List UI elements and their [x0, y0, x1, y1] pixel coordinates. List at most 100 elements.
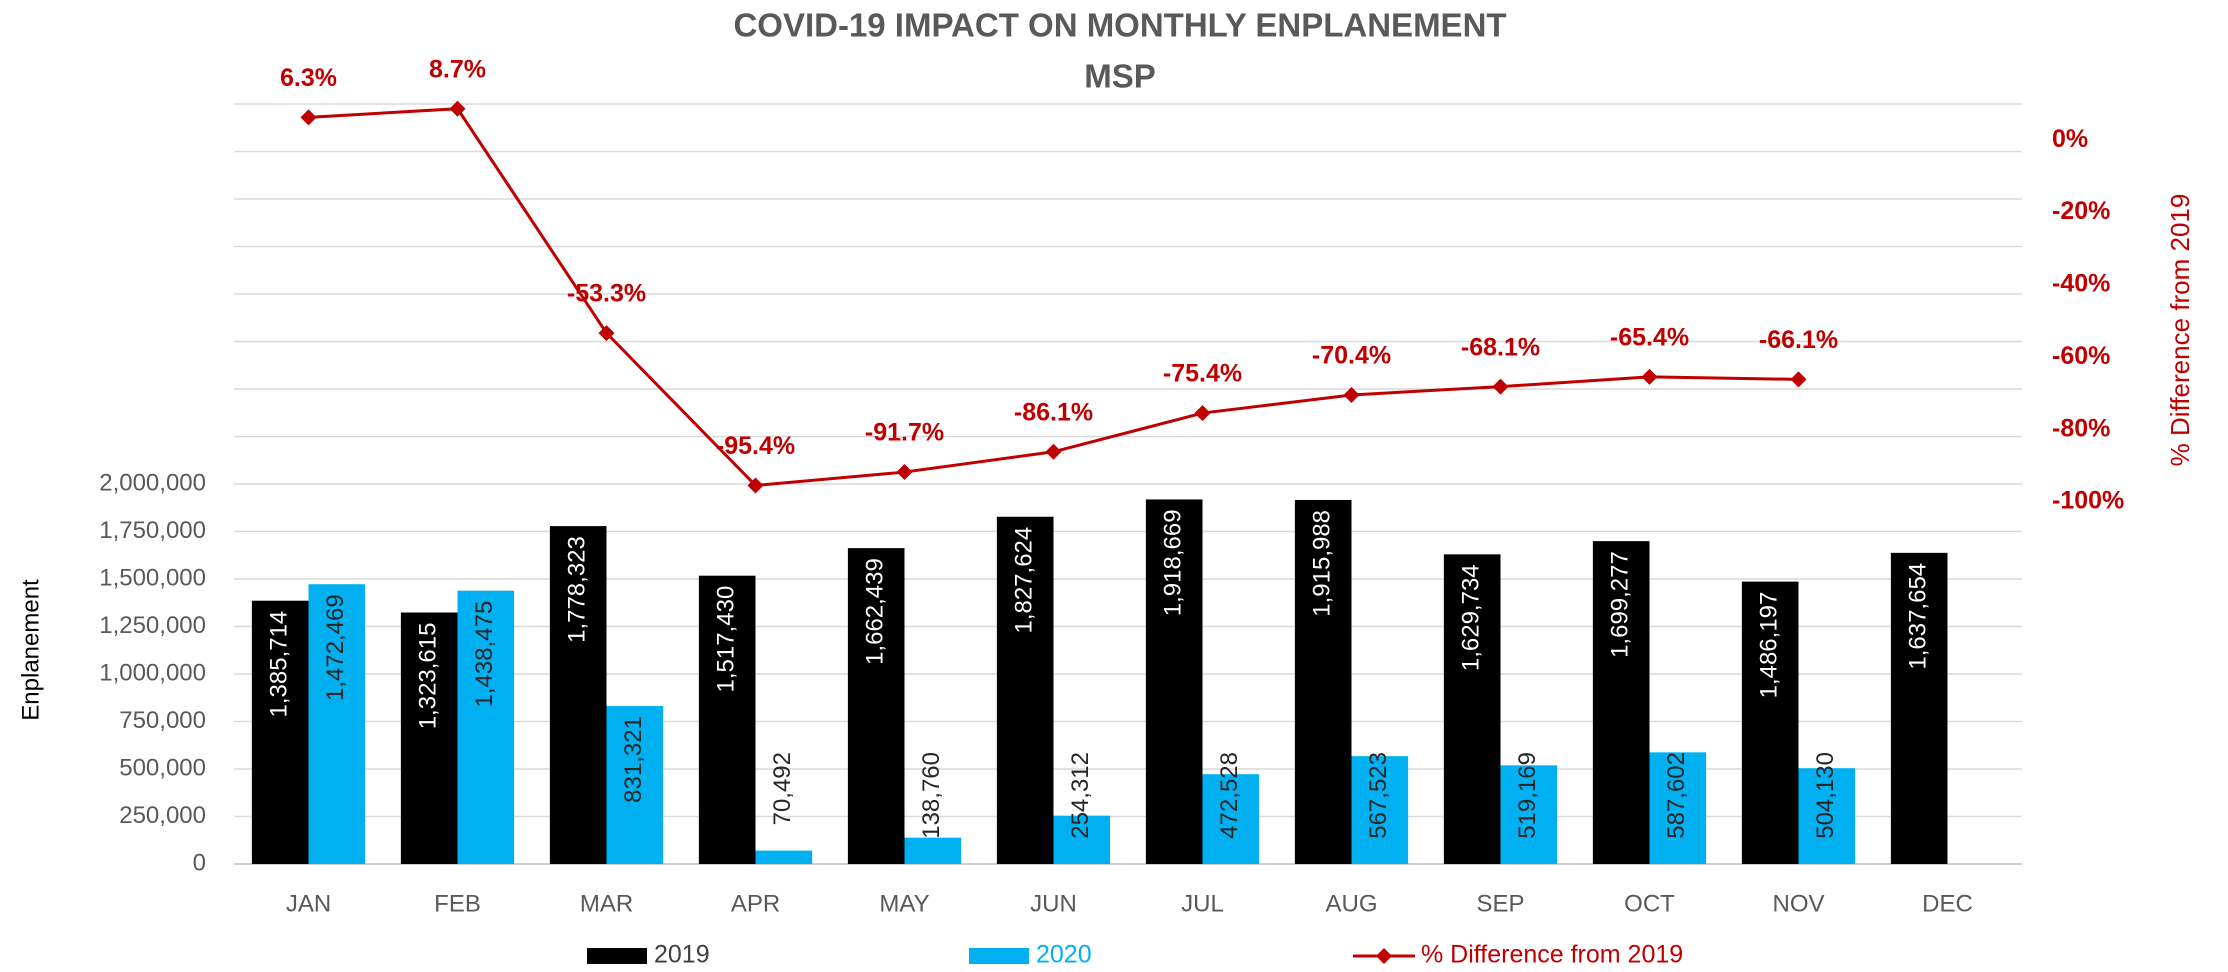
x-tick-label: MAR — [580, 890, 633, 917]
y-tick-label: 0 — [193, 849, 206, 876]
bar — [1351, 756, 1409, 864]
line-value-label: 6.3% — [280, 64, 337, 92]
x-tick-label: AUG — [1325, 890, 1377, 917]
line-marker — [1045, 443, 1062, 460]
bar-value-label: 1,629,734 — [1458, 564, 1485, 671]
bar-value-label: 138,760 — [918, 752, 945, 839]
bar — [755, 850, 813, 864]
y-tick-label: 1,500,000 — [99, 564, 206, 591]
bar-value-label: 1,699,277 — [1607, 551, 1634, 658]
x-tick-label: APR — [731, 890, 780, 917]
bar — [549, 526, 607, 864]
line-marker — [449, 100, 466, 117]
line-marker — [1194, 405, 1211, 422]
bar — [1798, 768, 1856, 864]
x-tick-label: NOV — [1772, 890, 1824, 917]
y2-tick-label: 0% — [2052, 125, 2088, 153]
line-value-label: -70.4% — [1312, 342, 1391, 370]
bar-value-label: 1,918,669 — [1160, 509, 1187, 616]
y-tick-label: 1,250,000 — [99, 612, 206, 639]
y2-axis-title: % Difference from 2019 — [2165, 194, 2195, 467]
line-value-label: -75.4% — [1163, 360, 1242, 388]
x-tick-label: JUL — [1181, 890, 1224, 917]
y-axis-title: Enplanement — [17, 579, 44, 721]
bar-value-label: 504,130 — [1812, 752, 1839, 839]
bar-value-label: 587,602 — [1663, 752, 1690, 839]
line-marker — [598, 325, 615, 342]
bar-value-label: 1,637,654 — [1905, 563, 1932, 670]
bar — [606, 706, 664, 864]
bar — [904, 837, 962, 864]
bar-value-label: 1,778,323 — [564, 536, 591, 643]
legend-swatch — [969, 948, 1029, 964]
line-value-label: -86.1% — [1014, 398, 1093, 426]
bar — [1294, 499, 1352, 864]
bar — [1145, 499, 1203, 864]
y-tick-label: 2,000,000 — [99, 469, 206, 496]
y2-tick-label: -80% — [2052, 414, 2110, 442]
bar — [996, 516, 1054, 864]
x-tick-label: JAN — [286, 890, 331, 917]
line-marker — [747, 477, 764, 494]
x-tick-label: SEP — [1476, 890, 1524, 917]
bar — [698, 575, 756, 864]
legend-marker — [1376, 948, 1392, 964]
bar-value-label: 1,385,714 — [266, 611, 293, 718]
y-tick-label: 500,000 — [119, 754, 206, 781]
line-marker — [300, 109, 317, 126]
line-marker — [1343, 386, 1360, 403]
line-marker — [1790, 371, 1807, 388]
bar-value-label: 1,915,988 — [1309, 510, 1336, 617]
bar-value-label: 472,528 — [1216, 752, 1243, 839]
bar-value-label: 1,323,615 — [415, 623, 442, 730]
bar-value-label: 70,492 — [769, 752, 796, 825]
line-value-label: -91.7% — [865, 419, 944, 447]
line-value-label: 8.7% — [429, 55, 486, 83]
bar — [1053, 815, 1111, 864]
y-tick-label: 1,000,000 — [99, 659, 206, 686]
bar-value-label: 1,472,469 — [322, 594, 349, 701]
bar — [1443, 554, 1501, 864]
bar — [1500, 765, 1558, 864]
line — [308, 107, 1799, 488]
line-value-label: -95.4% — [716, 432, 795, 460]
bar — [308, 584, 366, 864]
line-value-label: -53.3% — [567, 280, 646, 308]
line-marker — [896, 464, 913, 481]
x-tick-label: DEC — [1922, 890, 1973, 917]
x-tick-label: JUN — [1030, 890, 1077, 917]
bar-value-label: 1,827,624 — [1011, 527, 1038, 634]
bar-value-label: 1,517,430 — [713, 586, 740, 693]
legend-label: % Difference from 2019 — [1421, 941, 1683, 969]
y-tick-label: 1,750,000 — [99, 517, 206, 544]
y2-tick-label: -20% — [2052, 197, 2110, 225]
bar-value-label: 519,169 — [1514, 752, 1541, 839]
y2-tick-label: -40% — [2052, 270, 2110, 298]
bar — [1592, 541, 1650, 864]
legend-label: 2020 — [1036, 941, 1092, 969]
y2-tick-label: -60% — [2052, 342, 2110, 370]
line-value-label: -68.1% — [1461, 333, 1540, 361]
bar-value-label: 1,486,197 — [1756, 592, 1783, 699]
bar — [1890, 552, 1948, 864]
line-value-label: -65.4% — [1610, 323, 1689, 351]
y2-tick-label: -100% — [2052, 487, 2124, 515]
line-value-label: -66.1% — [1759, 326, 1838, 354]
bar — [457, 590, 515, 864]
line-marker — [1641, 368, 1658, 385]
bar — [1741, 581, 1799, 864]
bar — [1649, 752, 1707, 864]
bar-value-label: 1,438,475 — [471, 601, 498, 708]
chart-subtitle: MSP — [1084, 58, 1156, 95]
legend-label: 2019 — [654, 941, 710, 969]
y-tick-label: 750,000 — [119, 707, 206, 734]
bar — [251, 600, 309, 864]
bar-value-label: 567,523 — [1365, 752, 1392, 839]
bar — [847, 548, 905, 864]
bar — [400, 612, 458, 864]
x-tick-label: FEB — [434, 890, 481, 917]
bar-value-label: 254,312 — [1067, 752, 1094, 839]
y-tick-label: 250,000 — [119, 802, 206, 829]
bar-value-label: 1,662,439 — [862, 558, 889, 665]
